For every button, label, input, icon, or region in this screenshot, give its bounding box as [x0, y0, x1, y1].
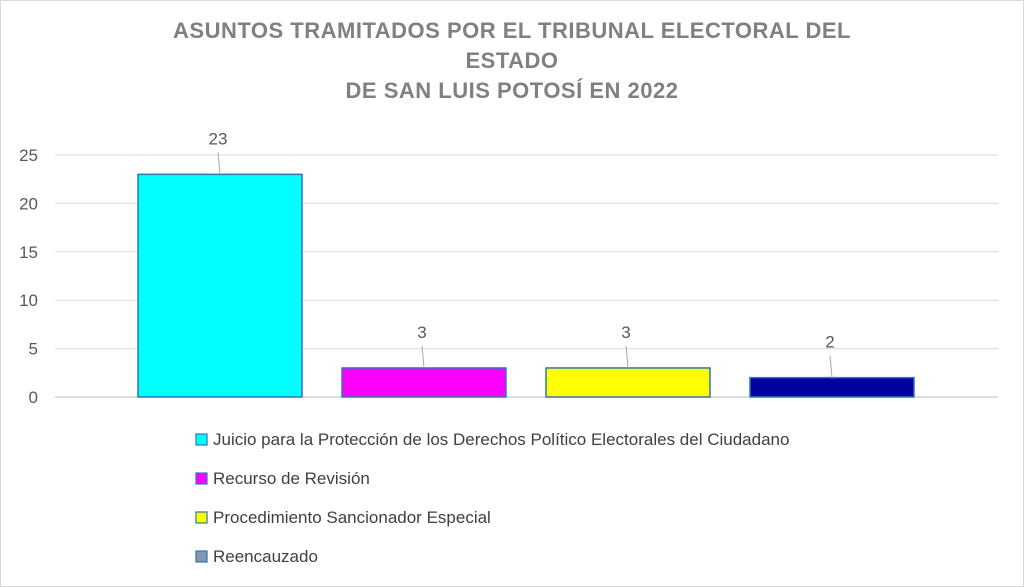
legend-item-3: Procedimiento Sancionador Especial: [195, 508, 491, 527]
legend-swatch: [195, 550, 208, 563]
data-label-leader: [625, 345, 629, 369]
bar-4: [749, 376, 915, 398]
data-label: 3: [417, 323, 426, 342]
legend-label: Procedimiento Sancionador Especial: [213, 508, 491, 527]
y-tick-label: 0: [29, 388, 38, 407]
bars: [137, 173, 915, 398]
legend-swatch: [195, 472, 208, 485]
legend-label: Reencauzado: [213, 547, 318, 566]
data-label: 2: [825, 333, 834, 352]
legend-item-4: Reencauzado: [195, 547, 318, 566]
y-tick-label: 25: [19, 146, 38, 165]
data-labels: 23 3 3 2: [209, 129, 835, 378]
data-label-leader: [217, 152, 221, 175]
y-tick-label: 10: [19, 291, 38, 310]
chart-title-line-2: ESTADO: [465, 48, 559, 73]
chart-title-line-3: DE SAN LUIS POTOSÍ EN 2022: [345, 78, 679, 103]
chart-title: ASUNTOS TRAMITADOS POR EL TRIBUNAL ELECT…: [0, 16, 1024, 106]
bar-2: [341, 367, 507, 398]
bar-1: [137, 173, 303, 398]
y-axis: 0 5 10 15 20 25: [19, 146, 38, 407]
bar-3: [545, 367, 711, 398]
y-tick-label: 15: [19, 243, 38, 262]
y-tick-label: 5: [29, 340, 38, 359]
data-label: 23: [209, 129, 228, 148]
data-label: 3: [621, 323, 630, 342]
chart-title-line-1: ASUNTOS TRAMITADOS POR EL TRIBUNAL ELECT…: [173, 18, 851, 43]
legend-swatch: [195, 511, 208, 524]
y-tick-label: 20: [19, 194, 38, 213]
legend-label: Juicio para la Protección de los Derecho…: [213, 430, 789, 449]
legend-swatch: [195, 433, 208, 446]
data-label-leader: [421, 345, 425, 369]
data-label-leader: [829, 355, 833, 378]
legend-item-2: Recurso de Revisión: [195, 469, 370, 488]
legend-item-1: Juicio para la Protección de los Derecho…: [195, 430, 789, 449]
legend: Juicio para la Protección de los Derecho…: [195, 430, 789, 566]
legend-label: Recurso de Revisión: [213, 469, 370, 488]
